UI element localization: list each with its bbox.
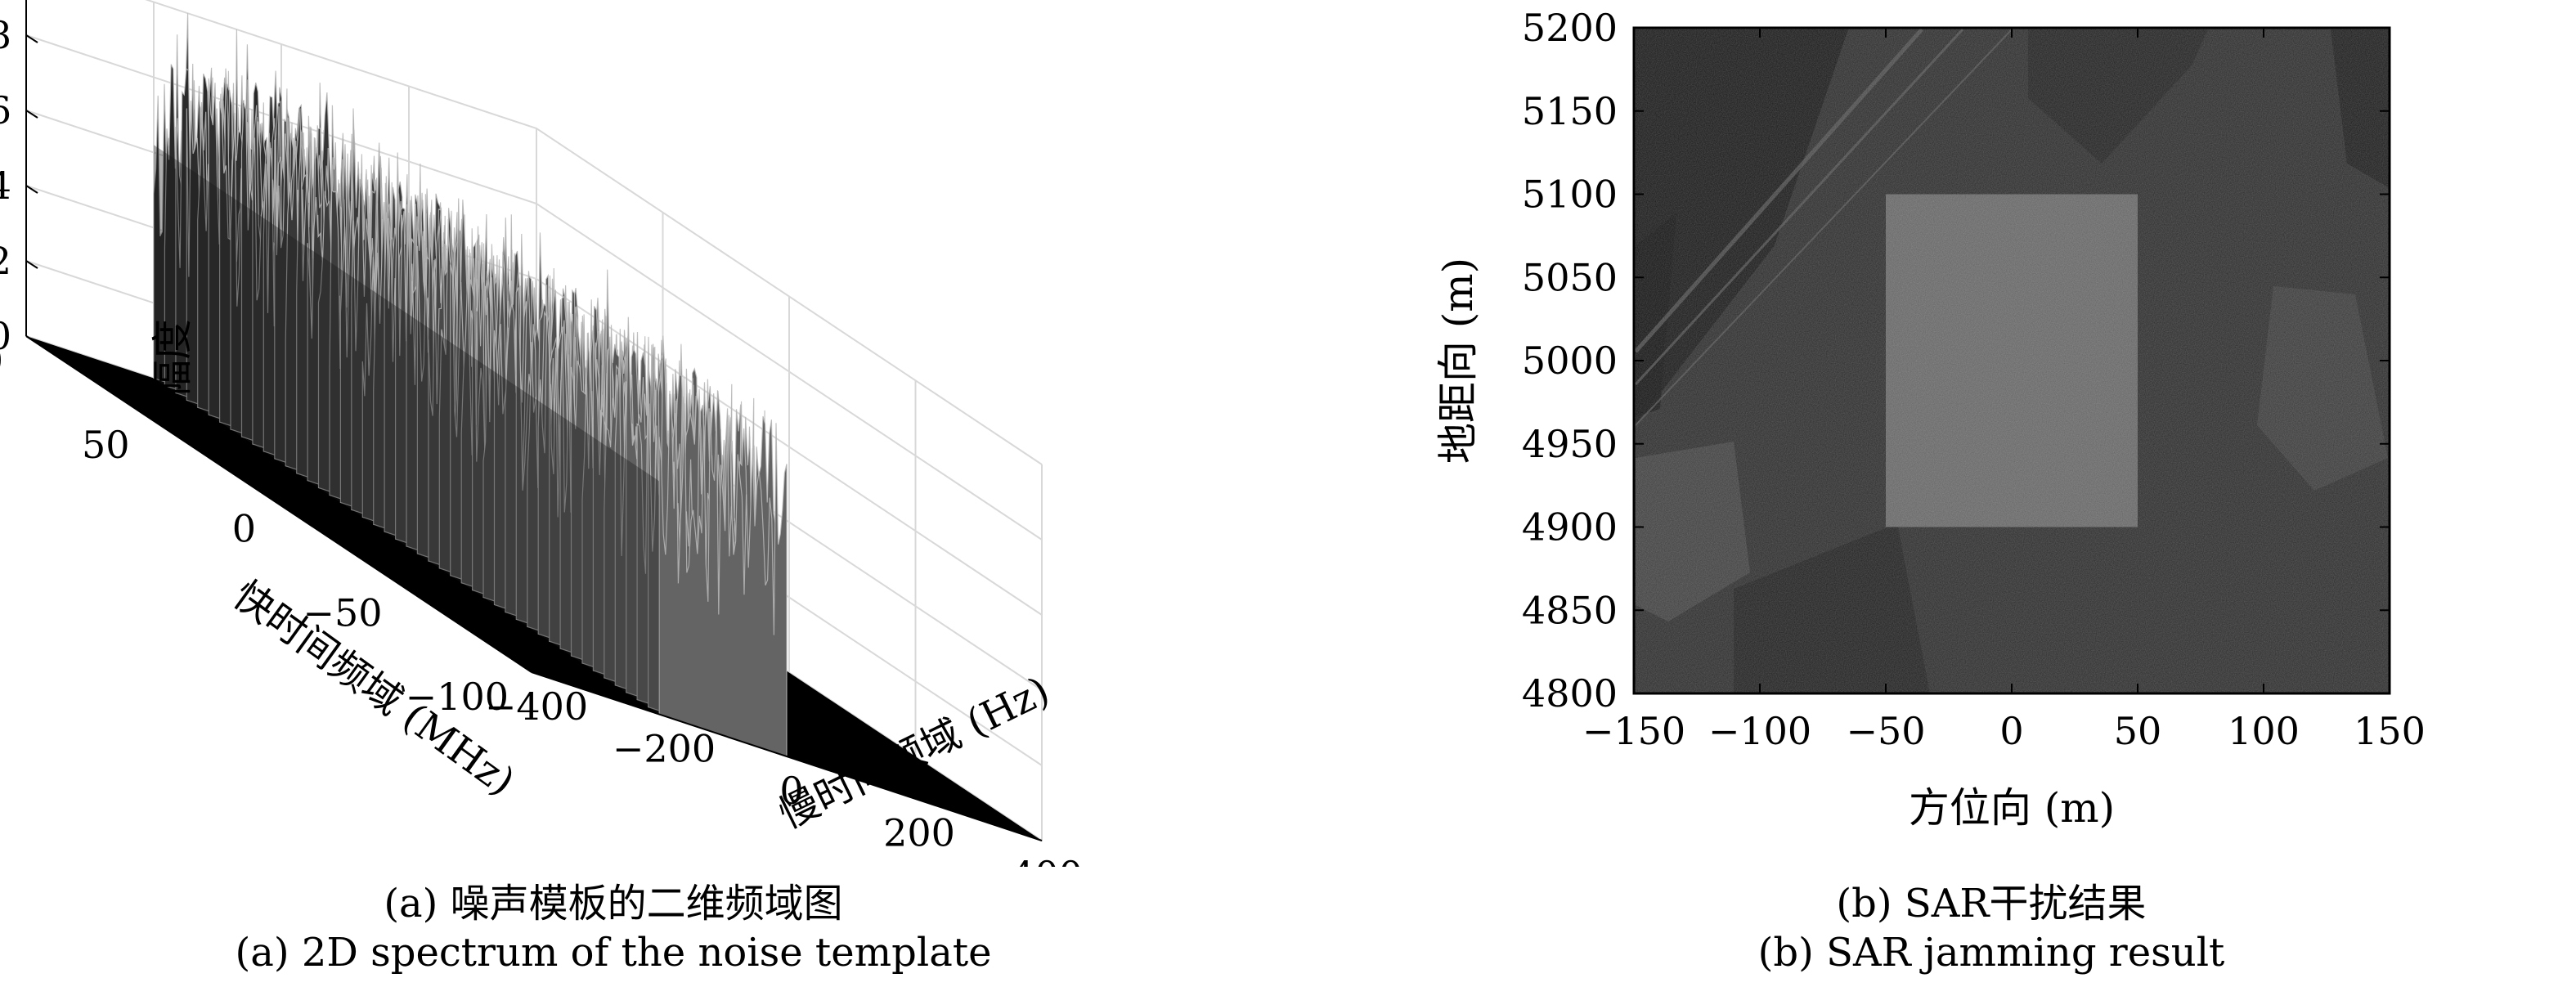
y-tick-label: 4800 bbox=[1522, 671, 1618, 716]
y-tick-label: 5100 bbox=[1522, 173, 1618, 217]
caption-b-cn: (b) SAR干扰结果 bbox=[1836, 881, 2147, 926]
y-tick-label: 4900 bbox=[1522, 505, 1618, 550]
x-tick-label: −50 bbox=[1846, 709, 1925, 753]
axis-line bbox=[531, 671, 1043, 841]
speckle-noise bbox=[1634, 28, 2390, 693]
axes-3d bbox=[25, 0, 1043, 841]
z-tick-labels: 00.20.40.60.81.0 bbox=[0, 13, 38, 358]
x-tick-label: −150 bbox=[1582, 709, 1685, 753]
noise-spectrum-panel: 00.20.40.60.81.0 100500−50−100 −400−2000… bbox=[0, 0, 1227, 897]
fast-tick-label: −50 bbox=[303, 590, 382, 635]
z-tick-label: 0.2 bbox=[0, 239, 11, 283]
caption-a-cn: (a) 噪声模板的二维频域图 bbox=[384, 881, 843, 926]
fast-tick-label: 100 bbox=[0, 339, 3, 383]
surface-strip bbox=[658, 390, 788, 757]
z-tick-mark bbox=[25, 260, 38, 269]
x-tick-label: 50 bbox=[2114, 709, 2162, 753]
y-tick-label: 4850 bbox=[1522, 588, 1618, 632]
caption-b-en: (b) SAR jamming result bbox=[1757, 930, 2225, 976]
y-tick-label: 5150 bbox=[1522, 89, 1618, 133]
surface-side bbox=[154, 145, 659, 715]
fast-tick-label: −100 bbox=[406, 675, 509, 719]
z-tick-mark bbox=[25, 185, 38, 194]
caption-a-en: (a) 2D spectrum of the noise template bbox=[235, 930, 992, 976]
slow-tick-label: 400 bbox=[1011, 853, 1083, 867]
y-tick-labels: 4800 4850 4900 4950 5000 5050 5100 5150 5200 bbox=[1522, 6, 2390, 716]
fast-time-tick-labels: 100 50 0 −50 −100 bbox=[0, 339, 509, 719]
z-tick-mark bbox=[25, 110, 38, 119]
y-tick-label: 5200 bbox=[1522, 6, 1618, 50]
fast-tick-label: 0 bbox=[232, 507, 256, 551]
y-tick-label: 4950 bbox=[1522, 422, 1618, 466]
sar-image bbox=[1634, 28, 2390, 693]
slow-tick-label: 0 bbox=[779, 769, 803, 813]
x-tick-labels: −150 −100 −50 0 50 100 150 bbox=[1582, 28, 2426, 753]
sar-result-panel: 4800 4850 4900 4950 5000 5050 5100 5150 5200 −15… bbox=[1390, 0, 2576, 867]
noise-surface bbox=[153, 13, 788, 757]
noise-spectrum-chart: 00.20.40.60.81.0 100500−50−100 −400−2000… bbox=[0, 0, 1083, 897]
x-tick-label: 0 bbox=[1999, 709, 2023, 753]
x-tick-label: −100 bbox=[1708, 709, 1811, 753]
x-axis-label: 方位向 (m) bbox=[1909, 784, 2115, 832]
x-tick-label: 100 bbox=[2228, 709, 2300, 753]
x-tick-label: 150 bbox=[2354, 709, 2426, 753]
slow-tick-label: 200 bbox=[883, 811, 955, 855]
z-tick-label: 0.4 bbox=[0, 164, 11, 208]
sar-jamming-chart: 4800 4850 4900 4950 5000 5050 5100 5150 5200 −15… bbox=[1434, 6, 2426, 832]
z-tick-mark bbox=[25, 34, 38, 43]
z-tick-label: 0.6 bbox=[0, 88, 11, 132]
amplitude-axis-label: 幅度 bbox=[149, 319, 196, 401]
slow-tick-label: −400 bbox=[485, 684, 588, 729]
y-axis-label: 地距向 (m) bbox=[1434, 258, 1482, 464]
z-tick-mark bbox=[25, 335, 38, 344]
fast-tick-label: 50 bbox=[82, 423, 130, 467]
y-tick-label: 5000 bbox=[1522, 339, 1618, 383]
z-tick-label: 0.8 bbox=[0, 13, 11, 57]
z-tick-label: 0 bbox=[0, 314, 11, 358]
slow-tick-label: −200 bbox=[613, 727, 716, 771]
y-tick-label: 5050 bbox=[1522, 255, 1618, 299]
axis-line bbox=[25, 335, 532, 673]
